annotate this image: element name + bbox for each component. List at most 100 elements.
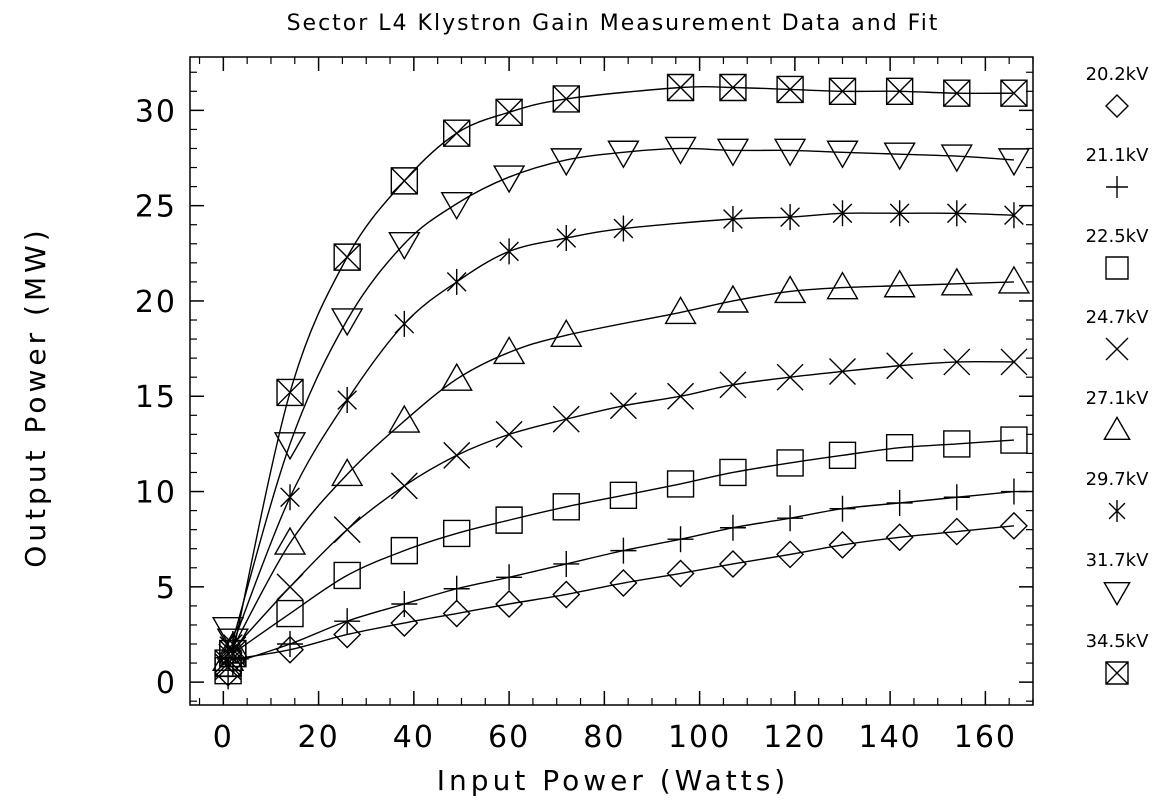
legend-label: 31.7kV <box>1086 550 1150 571</box>
data-point-diamond <box>333 620 362 649</box>
data-point-triangle-up <box>211 642 245 672</box>
data-point-square <box>333 561 361 590</box>
data-point-triangle-down <box>940 144 973 173</box>
data-point-triangle-down <box>211 617 245 646</box>
data-point-plus <box>391 590 418 617</box>
data-point-x <box>886 352 914 380</box>
data-point-asterisk <box>556 225 577 252</box>
data-point-x <box>1000 348 1028 376</box>
y-tick-label: 30 <box>135 94 177 129</box>
data-point-triangle-down <box>607 140 640 169</box>
data-point-asterisk <box>337 387 358 414</box>
data-point-plus <box>553 550 580 577</box>
data-point-plus <box>719 514 746 541</box>
legend-label: 24.7kV <box>1086 307 1150 328</box>
data-point-triangle-up <box>997 265 1031 294</box>
data-point-triangle-up <box>550 318 583 348</box>
fit-curve <box>232 490 1015 664</box>
data-point-triangle-up <box>664 296 697 325</box>
data-point-asterisk <box>499 238 519 265</box>
data-point-x <box>495 420 523 448</box>
data-point-asterisk <box>889 200 910 227</box>
data-point-triangle-down <box>388 232 421 261</box>
data-point-x <box>943 348 971 376</box>
data-point-triangle-up <box>331 458 364 487</box>
data-point-triangle-down <box>773 138 807 167</box>
data-point-bowtie <box>495 98 523 126</box>
x-tick-label: 120 <box>763 720 826 755</box>
fit-curve <box>232 85 1014 654</box>
data-point-diamond <box>552 580 581 609</box>
data-point-asterisk <box>446 268 467 295</box>
data-point-x <box>443 441 471 469</box>
legend-label: 27.1kV <box>1086 388 1150 409</box>
data-point-plus <box>334 608 361 635</box>
legend-marker-square <box>1105 256 1129 280</box>
fit-curve <box>232 147 1014 641</box>
data-point-asterisk <box>1004 202 1024 229</box>
data-point-triangle-up <box>716 284 750 313</box>
data-point-plus <box>943 484 970 511</box>
data-point-diamond <box>442 599 471 628</box>
legend-label: 21.1kV <box>1086 145 1150 166</box>
x-tick-label: 100 <box>668 720 731 755</box>
data-point-triangle-down <box>550 148 583 177</box>
x-tick-label: 160 <box>954 720 1017 755</box>
y-axis-label: Output Power (MW) <box>19 226 52 567</box>
data-point-triangle-up <box>492 336 526 365</box>
data-point-plus <box>496 564 523 591</box>
data-point-x <box>719 371 747 399</box>
data-point-bowtie <box>333 243 361 271</box>
data-point-asterisk <box>613 215 634 242</box>
data-point-triangle-down <box>716 138 750 167</box>
legend-marker-bowtie <box>1105 661 1129 685</box>
data-point-bowtie <box>776 75 804 104</box>
data-point-x <box>552 405 580 433</box>
data-point-triangle-down <box>883 142 916 171</box>
data-point-square <box>609 481 638 510</box>
data-point-asterisk <box>832 200 853 227</box>
data-point-triangle-up <box>273 526 307 555</box>
data-point-diamond <box>666 559 695 588</box>
data-point-x <box>776 363 804 391</box>
data-point-bowtie <box>552 85 580 113</box>
data-point-square <box>719 458 747 487</box>
data-point-triangle-up <box>388 404 421 433</box>
data-point-square <box>828 441 857 470</box>
x-tick-label: 40 <box>393 720 435 755</box>
data-point-bowtie <box>443 119 471 147</box>
data-point-diamond <box>276 635 305 664</box>
data-point-diamond <box>609 569 638 598</box>
legend-marker-diamond <box>1105 94 1129 118</box>
legend-label: 22.5kV <box>1086 226 1150 247</box>
data-point-triangle-down <box>826 140 859 169</box>
legend-label: 29.7kV <box>1086 469 1150 490</box>
data-point-asterisk <box>946 200 967 227</box>
data-point-triangle-down <box>492 165 526 194</box>
x-tick-label: 20 <box>297 720 339 755</box>
data-point-triangle-up <box>826 271 859 300</box>
legend-marker-plus <box>1106 176 1128 198</box>
data-point-triangle-down <box>664 136 697 165</box>
x-tick-label: 80 <box>583 720 625 755</box>
data-point-square <box>943 430 971 458</box>
data-point-bowtie <box>943 79 971 107</box>
data-point-diamond <box>885 523 914 552</box>
legend-marker-triangle-down <box>1103 581 1131 607</box>
data-point-square <box>666 470 695 498</box>
legend-label: 34.5kV <box>1086 631 1150 652</box>
data-point-triangle-down <box>331 308 364 337</box>
data-point-bowtie <box>719 73 747 102</box>
data-point-bowtie <box>390 167 419 195</box>
fit-curves <box>232 85 1015 664</box>
data-point-bowtie <box>276 378 304 407</box>
fit-curve <box>232 281 1014 649</box>
data-point-asterisk <box>394 310 415 337</box>
data-point-triangle-down <box>273 432 307 461</box>
data-point-plus <box>443 575 470 602</box>
data-point-bowtie <box>219 639 247 668</box>
y-tick-label: 15 <box>135 380 177 415</box>
data-point-plus <box>829 495 856 522</box>
data-point-triangle-up <box>440 362 473 391</box>
